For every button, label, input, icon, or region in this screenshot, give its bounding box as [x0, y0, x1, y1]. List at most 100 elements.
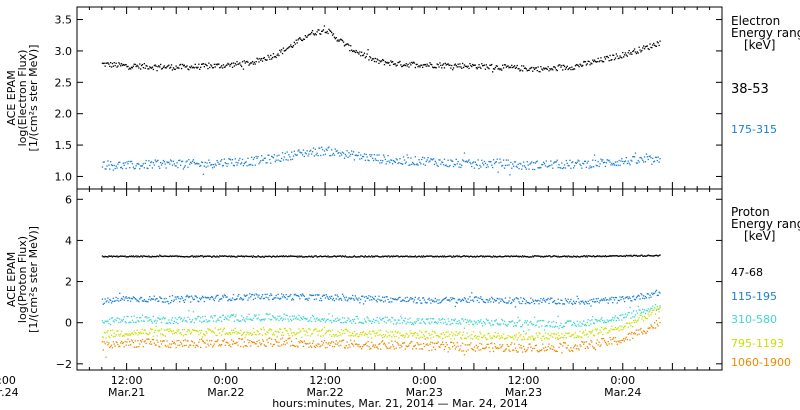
data-point [160, 297, 162, 299]
data-point [583, 60, 586, 63]
data-point [491, 337, 493, 339]
data-point [653, 255, 656, 257]
data-point [451, 64, 453, 67]
data-point [266, 255, 268, 258]
data-point [292, 155, 295, 157]
data-point [159, 329, 161, 331]
data-point [533, 338, 535, 340]
data-point [472, 324, 475, 326]
data-point [258, 339, 260, 341]
data-point [500, 300, 502, 302]
data-point [354, 295, 356, 297]
data-point [466, 319, 468, 321]
data-point [361, 157, 363, 160]
data-point [612, 302, 614, 304]
data-point [369, 256, 371, 258]
data-point [594, 318, 597, 321]
data-point [182, 340, 185, 342]
data-point [322, 255, 325, 258]
data-point [104, 255, 106, 257]
data-point [466, 255, 468, 257]
data-point [156, 335, 158, 337]
data-point [237, 162, 239, 164]
data-point [327, 318, 329, 320]
data-point [217, 161, 219, 163]
data-point [287, 318, 289, 320]
data-point [154, 159, 156, 161]
data-point [180, 317, 183, 319]
data-point [347, 156, 349, 158]
data-point [169, 321, 171, 324]
data-point [366, 156, 368, 158]
data-point [362, 295, 364, 297]
data-point [580, 255, 582, 258]
data-point [291, 46, 293, 48]
data-point [540, 167, 542, 169]
data-point [217, 256, 219, 258]
data-point [566, 347, 568, 349]
data-point [480, 319, 482, 321]
data-point [110, 66, 113, 68]
data-point [366, 316, 368, 318]
data-point [607, 341, 609, 343]
y-axis-label: log(Electron Flux) [16, 50, 29, 147]
data-point [414, 156, 416, 158]
data-point [145, 316, 147, 318]
data-point [305, 256, 307, 258]
data-point [143, 255, 145, 257]
data-point [135, 165, 137, 167]
data-point [434, 348, 436, 350]
data-point [295, 255, 297, 257]
data-point [597, 297, 599, 300]
data-point [249, 163, 251, 166]
data-point [466, 344, 468, 346]
data-point [273, 255, 275, 258]
data-point [485, 346, 487, 348]
data-point [243, 163, 245, 165]
data-point [135, 321, 137, 323]
data-point [308, 297, 310, 299]
data-point [167, 255, 169, 258]
data-point [367, 49, 369, 51]
data-point [140, 332, 143, 334]
data-point [303, 38, 305, 40]
data-point [310, 317, 312, 319]
data-point [503, 255, 506, 258]
data-point [498, 323, 500, 325]
data-point [566, 162, 568, 164]
data-point [589, 64, 591, 66]
data-point [407, 63, 409, 66]
data-point [300, 330, 302, 332]
data-point [573, 165, 576, 167]
data-point [302, 149, 305, 151]
data-point [172, 322, 175, 325]
data-point [592, 59, 594, 61]
data-point [433, 301, 436, 303]
data-point [630, 317, 632, 319]
data-point [535, 161, 537, 163]
data-point [338, 319, 340, 321]
data-point [332, 152, 335, 155]
y-tick-label: 1.0 [55, 170, 73, 183]
data-point [418, 318, 420, 320]
data-point [368, 59, 370, 61]
data-point [384, 334, 386, 336]
data-point [213, 332, 215, 334]
data-point [327, 32, 329, 35]
data-point [657, 42, 659, 44]
data-point [174, 331, 176, 333]
data-point [605, 299, 607, 301]
data-point [310, 345, 312, 347]
data-point [491, 164, 493, 166]
data-point [421, 255, 423, 257]
data-point [631, 322, 633, 324]
data-point [313, 255, 315, 257]
data-point [533, 256, 535, 258]
data-point [462, 318, 464, 320]
data-point [230, 63, 232, 66]
data-point [277, 293, 279, 296]
data-point [393, 160, 396, 163]
data-point [476, 335, 478, 338]
data-point [453, 298, 456, 300]
data-point [422, 336, 424, 339]
